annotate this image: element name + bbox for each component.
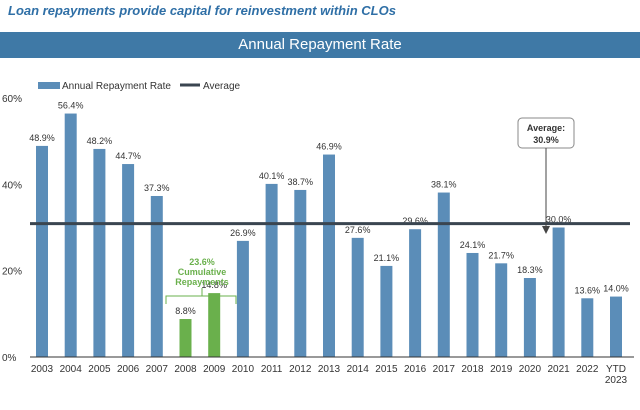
cumulative-annotation: 23.6% Cumulative Repayments [165,257,237,304]
legend-bar-label: Annual Repayment Rate [62,81,171,92]
x-tick-label: 2003 [31,364,54,375]
x-tick-label: 2017 [433,364,456,375]
y-tick-label: 60% [2,94,22,105]
x-tick-label: 2009 [203,364,226,375]
bar-2010 [236,240,249,357]
y-tick-label: 20% [2,267,22,278]
legend-average-label: Average [203,81,241,92]
cumulative-bracket [165,295,237,304]
bar-value-label: 27.6% [345,225,371,235]
bar-2021 [552,227,565,357]
y-tick-label: 0% [2,353,17,364]
bar-2015 [380,265,393,357]
x-tick-label: 2023 [605,375,628,386]
bar-value-label: 30.0% [546,215,572,225]
bar-value-label: 44.7% [115,151,141,161]
bar-2019 [495,263,508,357]
x-tick-label: 2007 [146,364,169,375]
bar-value-label: 56.4% [58,101,84,111]
bar-2012 [294,189,307,357]
bar-value-label: 40.1% [259,171,285,181]
average-callout-label: Average: [527,123,565,133]
page-subtitle: Loan repayments provide capital for rein… [8,3,396,18]
bar-2007 [150,195,163,357]
bar-value-label: 14.8% [201,280,227,290]
x-tick-label: 2022 [576,364,599,375]
bar-value-label: 18.3% [517,265,543,275]
bar-value-label: 21.7% [488,250,514,260]
cumulative-value: 23.6% [189,257,215,267]
bar-2008 [179,319,192,357]
repayment-rate-chart: 0% 20% 40% 60% 48.9% 56.4% 48.2%44.7% 37.3% 8.8… [2,81,634,386]
bar-value-label: 13.6% [575,285,601,295]
x-tick-label: 2006 [117,364,140,375]
x-tick-label: 2018 [461,364,484,375]
bar-value-label: 8.8% [175,306,196,316]
x-tick-label: 2016 [404,364,427,375]
bar-2022 [581,298,594,357]
bar-value-label: 48.9% [29,133,55,143]
y-tick-label: 40% [2,180,22,191]
x-tick-label: 2011 [261,364,283,375]
bar-2018 [466,252,479,357]
chart-banner-title: Annual Repayment Rate [0,32,640,58]
average-callout-arrowhead [542,226,550,234]
x-tick-label: 2014 [347,364,370,375]
bar-2004 [64,113,77,357]
bar-2006 [122,164,135,357]
average-callout-value: 30.9% [533,135,559,145]
bar-value-label: 26.9% [230,228,256,238]
x-tick-label: 2019 [490,364,513,375]
bar-value-label: 38.1% [431,180,457,190]
x-tick-label: 2010 [232,364,255,375]
bar-ytd-2023 [610,296,622,357]
x-tick-label: 2008 [174,364,197,375]
cumulative-label: Cumulative [178,267,227,277]
x-tick-label: 2015 [375,364,398,375]
legend: Annual Repayment Rate Average [38,81,241,92]
x-tick-label: 2021 [547,364,570,375]
x-tick-label: 2013 [318,364,341,375]
bar-2009 [208,293,221,357]
bar-2005 [93,148,106,357]
bar-value-label: 21.1% [374,253,400,263]
bar-2020 [523,278,536,357]
bar-value-label: 46.9% [316,142,342,152]
cumulative-label-2: Repayments [175,277,229,287]
bar-2017 [437,192,450,357]
bar-value-label: 14.0% [603,284,629,294]
bar-2003 [36,145,48,357]
bar-2016 [409,229,422,357]
x-tick-label: YTD [606,364,626,375]
bar-value-label: 38.7% [288,177,314,187]
x-tick-label: 2012 [289,364,312,375]
x-tick-label: 2005 [88,364,111,375]
legend-bar-swatch [38,82,60,89]
bar-value-label: 37.3% [144,183,170,193]
bar-2011 [265,183,278,357]
bar-value-label: 24.1% [460,240,486,250]
bar-2014 [351,237,364,357]
bar-2013 [323,154,335,357]
x-tick-label: 2020 [519,364,542,375]
x-tick-label: 2004 [60,364,83,375]
bar-value-label: 29.6% [402,216,428,226]
average-callout: Average: 30.9% [517,117,575,234]
bar-value-label: 48.2% [87,136,113,146]
